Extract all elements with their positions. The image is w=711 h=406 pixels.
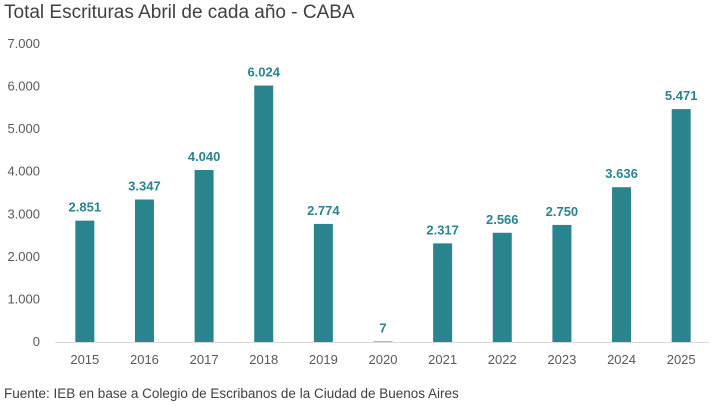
x-tick-label: 2024 bbox=[607, 352, 636, 367]
y-tick-label: 5.000 bbox=[7, 121, 40, 136]
bar bbox=[373, 341, 393, 342]
x-axis-ticks: 2015 2016 2017 2018 2019 2020 2021 2022 2023 2024… bbox=[70, 352, 695, 367]
x-tick-label: 2020 bbox=[369, 352, 398, 367]
x-tick-label: 2017 bbox=[190, 352, 219, 367]
bar bbox=[612, 187, 632, 342]
x-tick-label: 2021 bbox=[428, 352, 457, 367]
data-label: 2.566 bbox=[486, 212, 519, 227]
data-label: 5.471 bbox=[665, 88, 698, 103]
data-label: 7 bbox=[379, 321, 386, 336]
bar bbox=[194, 170, 214, 342]
bars bbox=[75, 85, 691, 343]
x-tick-label: 2015 bbox=[70, 352, 99, 367]
bar bbox=[254, 85, 274, 342]
y-tick-label: 1.000 bbox=[7, 291, 40, 306]
y-axis-ticks: 0 1.000 2.000 3.000 4.000 5.000 6.000 7.000 bbox=[7, 36, 40, 349]
y-tick-label: 7.000 bbox=[7, 36, 40, 51]
data-label: 6.024 bbox=[247, 65, 280, 80]
x-tick-label: 2023 bbox=[547, 352, 576, 367]
x-tick-label: 2025 bbox=[667, 352, 696, 367]
y-tick-label: 0 bbox=[33, 334, 40, 349]
bar bbox=[492, 232, 512, 342]
bar bbox=[671, 109, 691, 343]
y-tick-label: 3.000 bbox=[7, 206, 40, 221]
bar bbox=[313, 223, 333, 342]
y-tick-label: 2.000 bbox=[7, 249, 40, 264]
x-tick-label: 2016 bbox=[130, 352, 159, 367]
data-label: 4.040 bbox=[188, 149, 221, 164]
bar bbox=[134, 199, 154, 342]
x-tick-label: 2019 bbox=[309, 352, 338, 367]
data-label: 2.774 bbox=[307, 203, 340, 218]
bar bbox=[552, 224, 572, 342]
y-tick-label: 6.000 bbox=[7, 79, 40, 94]
y-tick-label: 4.000 bbox=[7, 164, 40, 179]
bar bbox=[75, 220, 95, 342]
data-label: 2.851 bbox=[69, 200, 102, 215]
data-labels: 2.851 3.347 4.040 6.024 2.774 7 2.317 2.566 2.75… bbox=[69, 65, 698, 336]
x-tick-label: 2018 bbox=[249, 352, 278, 367]
bar bbox=[433, 243, 453, 342]
data-label: 2.317 bbox=[426, 222, 459, 237]
data-label: 2.750 bbox=[546, 204, 579, 219]
chart-title: Total Escrituras Abril de cada año - CAB… bbox=[4, 2, 355, 23]
source-note: Fuente: IEB en base a Colegio de Escriba… bbox=[4, 386, 459, 401]
data-label: 3.347 bbox=[128, 179, 161, 194]
data-label: 3.636 bbox=[605, 166, 638, 181]
x-tick-label: 2022 bbox=[488, 352, 517, 367]
